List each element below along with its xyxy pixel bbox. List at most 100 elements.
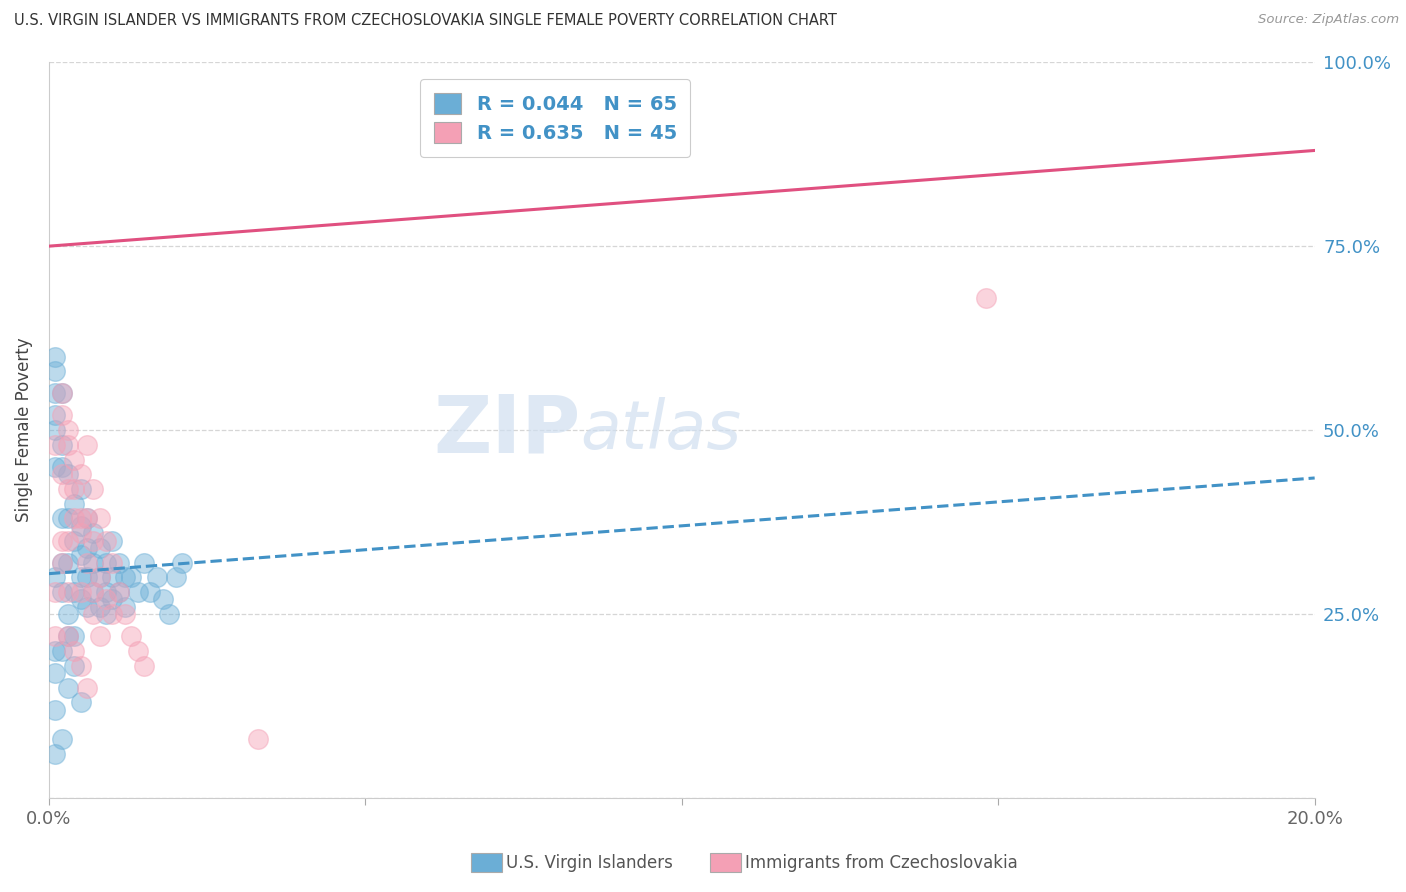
Point — [63, 452, 86, 467]
Point — [44, 570, 66, 584]
Point — [56, 423, 79, 437]
Point — [44, 350, 66, 364]
Point — [69, 696, 91, 710]
Point — [69, 467, 91, 482]
Point — [44, 703, 66, 717]
Point — [56, 556, 79, 570]
Point — [56, 511, 79, 525]
Point — [101, 570, 124, 584]
Point — [76, 511, 98, 525]
Point — [89, 511, 111, 525]
Point — [974, 291, 997, 305]
Point — [76, 556, 98, 570]
Point — [56, 482, 79, 496]
Point — [51, 644, 73, 658]
Point — [107, 556, 129, 570]
Point — [76, 570, 98, 584]
Point — [56, 585, 79, 599]
Point — [114, 607, 136, 621]
Point — [44, 386, 66, 401]
Point — [132, 556, 155, 570]
Point — [69, 548, 91, 562]
Point — [165, 570, 187, 584]
Point — [82, 556, 104, 570]
Point — [82, 607, 104, 621]
Text: Immigrants from Czechoslovakia: Immigrants from Czechoslovakia — [745, 854, 1018, 871]
Point — [101, 533, 124, 548]
Point — [139, 585, 162, 599]
Point — [94, 533, 117, 548]
Point — [69, 585, 91, 599]
Point — [51, 438, 73, 452]
Point — [89, 599, 111, 614]
Point — [56, 607, 79, 621]
Point — [246, 732, 269, 747]
Text: ZIP: ZIP — [433, 391, 581, 469]
Point — [145, 570, 167, 584]
Point — [63, 497, 86, 511]
Point — [63, 533, 86, 548]
Point — [44, 747, 66, 761]
Point — [51, 467, 73, 482]
Point — [44, 666, 66, 681]
Point — [94, 556, 117, 570]
Point — [170, 556, 193, 570]
Point — [157, 607, 180, 621]
Point — [101, 556, 124, 570]
Point — [101, 607, 124, 621]
Point — [107, 585, 129, 599]
Point — [63, 482, 86, 496]
Text: U.S. VIRGIN ISLANDER VS IMMIGRANTS FROM CZECHOSLOVAKIA SINGLE FEMALE POVERTY COR: U.S. VIRGIN ISLANDER VS IMMIGRANTS FROM … — [14, 13, 837, 29]
Point — [69, 658, 91, 673]
Point — [76, 599, 98, 614]
Point — [51, 556, 73, 570]
Y-axis label: Single Female Poverty: Single Female Poverty — [15, 338, 32, 523]
Point — [82, 482, 104, 496]
Point — [76, 681, 98, 695]
Text: Source: ZipAtlas.com: Source: ZipAtlas.com — [1258, 13, 1399, 27]
Point — [56, 629, 79, 643]
Text: atlas: atlas — [581, 397, 742, 463]
Point — [51, 409, 73, 423]
Point — [56, 467, 79, 482]
Point — [101, 592, 124, 607]
Point — [89, 541, 111, 555]
Point — [76, 438, 98, 452]
Point — [51, 533, 73, 548]
Point — [51, 732, 73, 747]
Point — [120, 629, 142, 643]
Point — [56, 533, 79, 548]
Point — [69, 482, 91, 496]
Point — [127, 644, 149, 658]
Point — [51, 585, 73, 599]
Legend: R = 0.044   N = 65, R = 0.635   N = 45: R = 0.044 N = 65, R = 0.635 N = 45 — [420, 79, 690, 157]
Point — [94, 607, 117, 621]
Point — [56, 629, 79, 643]
Point — [94, 592, 117, 607]
Point — [114, 570, 136, 584]
Point — [63, 629, 86, 643]
Point — [51, 386, 73, 401]
Point — [82, 526, 104, 541]
Point — [44, 423, 66, 437]
Point — [120, 570, 142, 584]
Point — [76, 541, 98, 555]
Point — [94, 585, 117, 599]
Point — [44, 629, 66, 643]
Point — [44, 644, 66, 658]
Point — [89, 629, 111, 643]
Point — [114, 599, 136, 614]
Point — [69, 518, 91, 533]
Point — [76, 511, 98, 525]
Point — [51, 511, 73, 525]
Point — [44, 438, 66, 452]
Point — [69, 511, 91, 525]
Point — [89, 570, 111, 584]
Point — [152, 592, 174, 607]
Point — [51, 459, 73, 474]
Point — [132, 658, 155, 673]
Point — [82, 585, 104, 599]
Point — [44, 585, 66, 599]
Point — [44, 364, 66, 378]
Point — [89, 570, 111, 584]
